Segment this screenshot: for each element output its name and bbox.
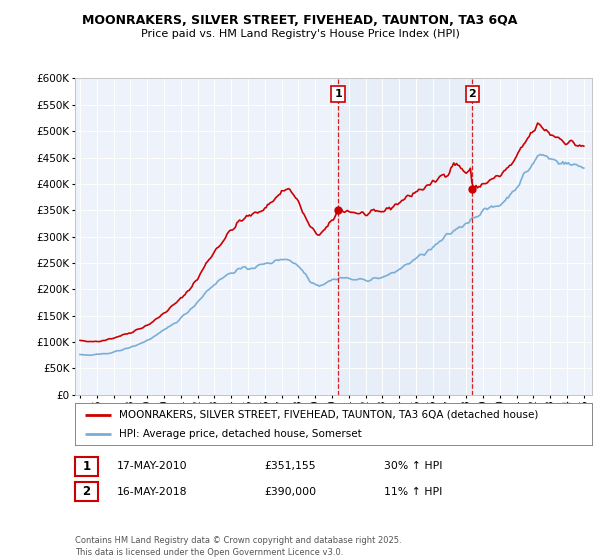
Text: 17-MAY-2010: 17-MAY-2010	[117, 461, 188, 472]
Text: 30% ↑ HPI: 30% ↑ HPI	[384, 461, 443, 472]
Text: 16-MAY-2018: 16-MAY-2018	[117, 487, 187, 497]
Text: MOONRAKERS, SILVER STREET, FIVEHEAD, TAUNTON, TA3 6QA: MOONRAKERS, SILVER STREET, FIVEHEAD, TAU…	[82, 14, 518, 27]
Text: 2: 2	[469, 89, 476, 99]
Text: 2: 2	[82, 485, 91, 498]
Text: Price paid vs. HM Land Registry's House Price Index (HPI): Price paid vs. HM Land Registry's House …	[140, 29, 460, 39]
Text: £390,000: £390,000	[264, 487, 316, 497]
Text: HPI: Average price, detached house, Somerset: HPI: Average price, detached house, Some…	[119, 429, 362, 439]
Text: 11% ↑ HPI: 11% ↑ HPI	[384, 487, 442, 497]
Text: £351,155: £351,155	[264, 461, 316, 472]
Bar	[338, 78, 472, 395]
Text: Contains HM Land Registry data © Crown copyright and database right 2025.
This d: Contains HM Land Registry data © Crown c…	[75, 536, 401, 557]
Text: 1: 1	[82, 460, 91, 473]
Text: 1: 1	[334, 89, 342, 99]
Text: MOONRAKERS, SILVER STREET, FIVEHEAD, TAUNTON, TA3 6QA (detached house): MOONRAKERS, SILVER STREET, FIVEHEAD, TAU…	[119, 409, 538, 419]
